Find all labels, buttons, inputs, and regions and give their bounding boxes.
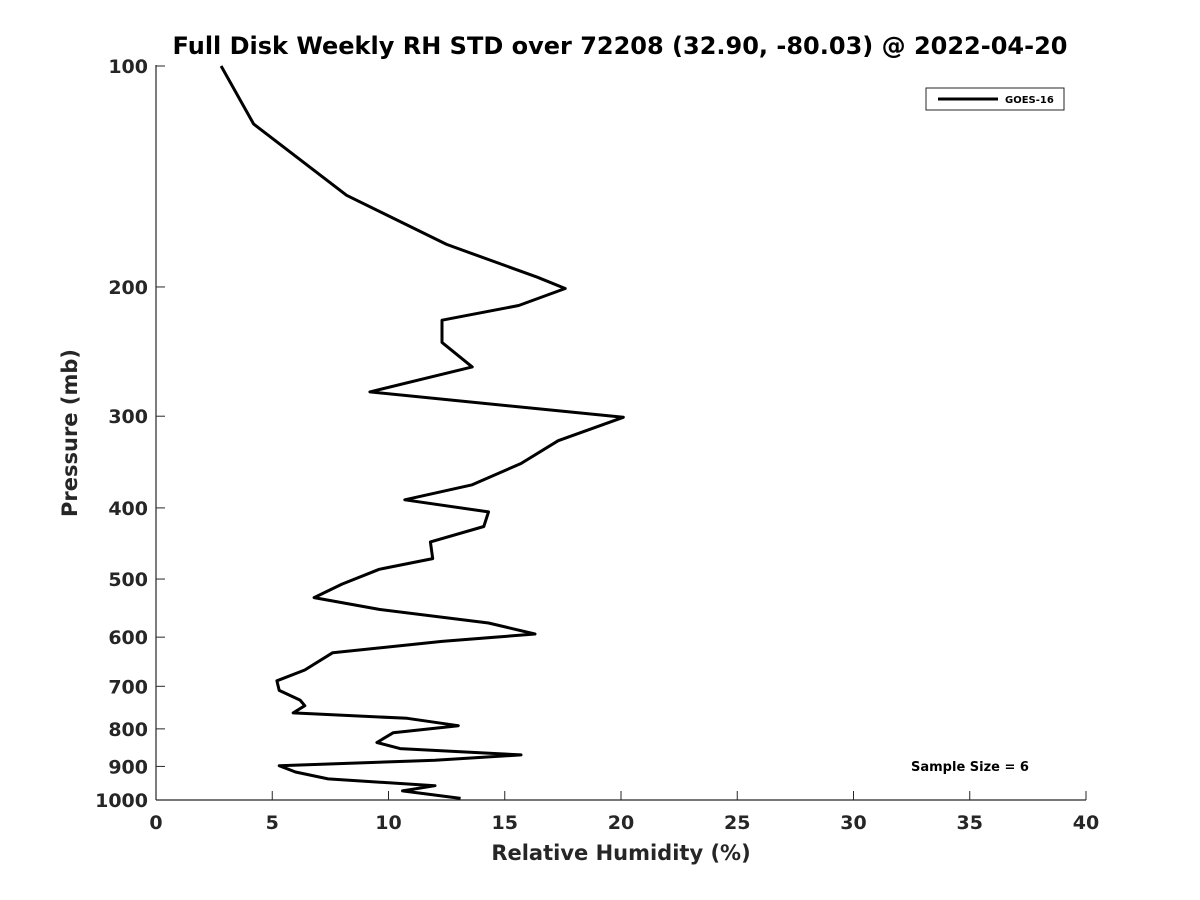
chart-title: Full Disk Weekly RH STD over 72208 (32.9… [173, 32, 1068, 60]
x-tick-label: 0 [149, 812, 162, 834]
y-tick-label: 900 [108, 756, 148, 778]
x-tick-label: 5 [266, 812, 279, 834]
series-group [219, 65, 625, 800]
y-tick-label: 800 [108, 719, 148, 741]
y-tick-label: 400 [108, 498, 148, 520]
legend-entry-goes-16: GOES-16 [1005, 95, 1054, 106]
x-tick-label: 20 [608, 812, 634, 834]
y-tick-label: 600 [108, 627, 148, 649]
y-tick-label: 700 [108, 676, 148, 698]
x-tick-label: 40 [1073, 812, 1099, 834]
x-tick-label: 15 [492, 812, 518, 834]
y-axis-label: Pressure (mb) [58, 349, 82, 517]
y-tick-label: 1000 [95, 790, 148, 812]
y-tick-label: 500 [108, 569, 148, 591]
legend: GOES-16 [925, 87, 1065, 111]
x-ticks: 0 5 10 15 20 25 30 35 40 [149, 791, 1099, 834]
axes [155, 65, 1086, 801]
y-ticks: 100 200 300 400 500 600 700 800 900 1000 [95, 56, 165, 812]
x-axis-label: Relative Humidity (%) [491, 841, 750, 865]
y-tick-label: 200 [108, 277, 148, 299]
series-line-goes-16 [219, 65, 625, 800]
x-tick-label: 25 [724, 812, 750, 834]
x-tick-label: 10 [375, 812, 401, 834]
y-tick-label: 300 [108, 406, 148, 428]
x-tick-label: 35 [957, 812, 983, 834]
sample-size-annotation: Sample Size = 6 [911, 760, 1029, 775]
y-tick-label: 100 [108, 56, 148, 78]
x-tick-label: 30 [840, 812, 866, 834]
